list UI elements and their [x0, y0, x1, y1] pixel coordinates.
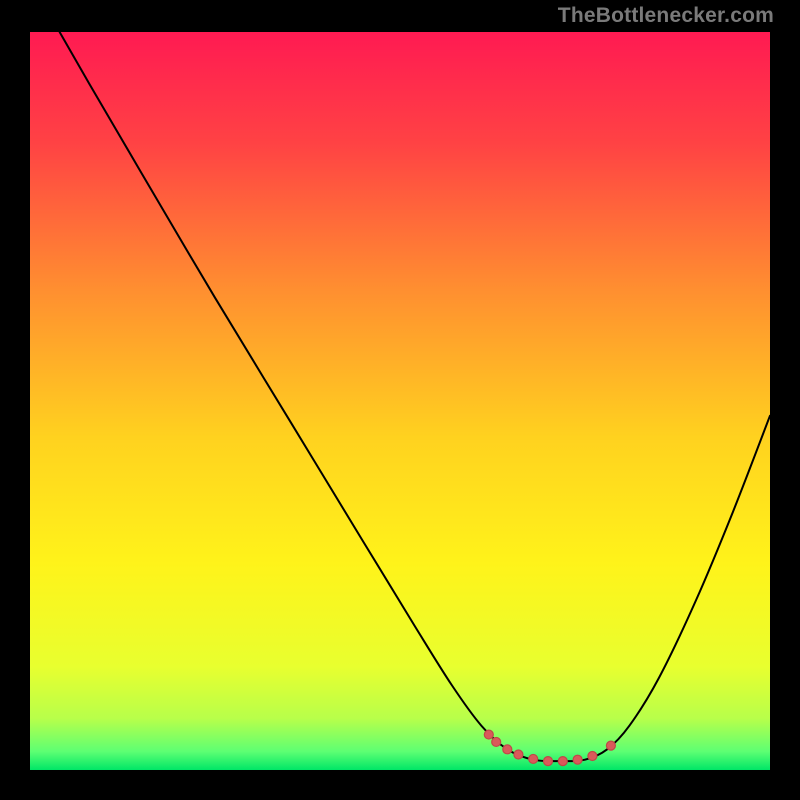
marker-dot — [484, 730, 493, 739]
watermark-text: TheBottlenecker.com — [558, 4, 774, 28]
marker-dot — [544, 757, 553, 766]
marker-dot — [606, 741, 615, 750]
chart-background — [30, 32, 770, 770]
marker-dot — [514, 750, 523, 759]
marker-dot — [573, 755, 582, 764]
marker-dot — [492, 737, 501, 746]
marker-dot — [529, 754, 538, 763]
marker-dot — [503, 745, 512, 754]
chart-plot — [30, 32, 770, 770]
marker-dot — [558, 757, 567, 766]
marker-dot — [588, 751, 597, 760]
